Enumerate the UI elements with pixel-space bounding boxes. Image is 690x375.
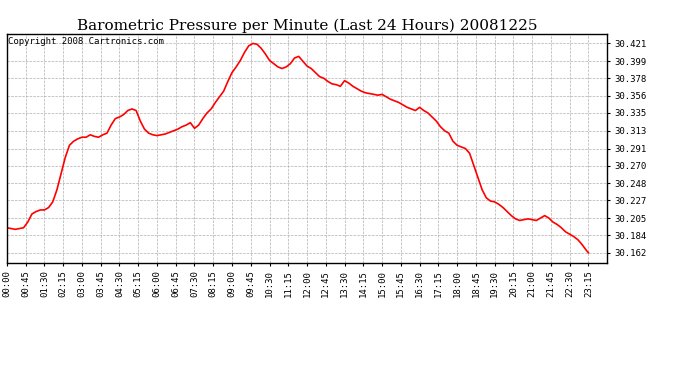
Title: Barometric Pressure per Minute (Last 24 Hours) 20081225: Barometric Pressure per Minute (Last 24 … [77, 18, 538, 33]
Text: Copyright 2008 Cartronics.com: Copyright 2008 Cartronics.com [8, 37, 164, 46]
